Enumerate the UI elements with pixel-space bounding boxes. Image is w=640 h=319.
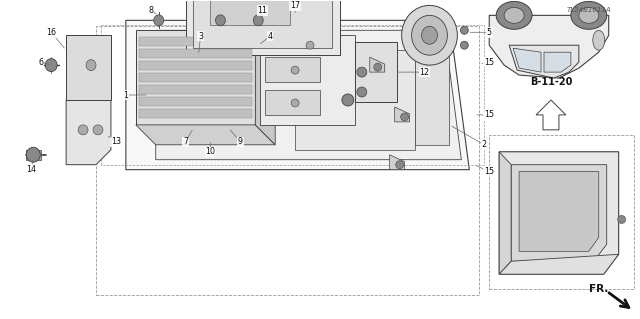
Polygon shape [395, 107, 410, 122]
Bar [139, 73, 252, 82]
Text: 2: 2 [482, 140, 487, 149]
Ellipse shape [187, 59, 211, 85]
Text: B-11-20: B-11-20 [530, 77, 572, 87]
Ellipse shape [460, 26, 468, 34]
Ellipse shape [26, 147, 40, 162]
Text: 11: 11 [257, 6, 268, 15]
Bar [355, 42, 397, 102]
Ellipse shape [401, 113, 408, 121]
Ellipse shape [593, 30, 605, 50]
Polygon shape [513, 48, 541, 72]
Ellipse shape [571, 1, 607, 29]
Polygon shape [511, 165, 607, 261]
Text: 16: 16 [46, 28, 56, 37]
Ellipse shape [291, 99, 299, 107]
Polygon shape [66, 100, 111, 165]
Polygon shape [255, 30, 275, 145]
Text: 13: 13 [111, 137, 121, 146]
Ellipse shape [93, 125, 103, 135]
Text: 9: 9 [238, 137, 243, 146]
Bar [186, 0, 340, 55]
Ellipse shape [496, 1, 532, 29]
Polygon shape [499, 254, 619, 274]
Bar [139, 109, 252, 118]
Polygon shape [509, 45, 579, 78]
Ellipse shape [618, 215, 626, 223]
Polygon shape [536, 100, 566, 130]
Text: 15: 15 [484, 167, 494, 176]
Text: 6: 6 [39, 58, 44, 67]
Polygon shape [66, 35, 111, 100]
Bar [489, 135, 634, 289]
Ellipse shape [252, 65, 265, 79]
Polygon shape [499, 152, 619, 274]
Ellipse shape [306, 41, 314, 49]
Bar [139, 97, 252, 106]
Text: 3: 3 [198, 32, 203, 41]
Ellipse shape [182, 115, 205, 141]
Polygon shape [499, 152, 511, 274]
Ellipse shape [154, 15, 164, 26]
Bar [265, 90, 320, 115]
Text: 17: 17 [290, 1, 300, 10]
Text: 15: 15 [484, 58, 494, 67]
Polygon shape [126, 20, 469, 170]
Ellipse shape [45, 59, 57, 71]
Ellipse shape [422, 26, 438, 44]
Ellipse shape [412, 15, 447, 55]
Polygon shape [370, 57, 385, 72]
Bar [139, 85, 252, 94]
Text: 5: 5 [486, 28, 492, 37]
Text: 10: 10 [205, 147, 216, 156]
Ellipse shape [374, 63, 381, 71]
Bar [265, 57, 320, 82]
Ellipse shape [342, 94, 354, 106]
Text: 12: 12 [419, 68, 429, 77]
Bar [139, 61, 252, 70]
Ellipse shape [241, 53, 275, 91]
Ellipse shape [78, 125, 88, 135]
Bar [295, 50, 415, 150]
Ellipse shape [504, 7, 524, 23]
Bar [260, 35, 355, 125]
Polygon shape [519, 172, 599, 251]
Text: 14: 14 [26, 165, 36, 174]
Bar [26, 150, 41, 160]
Polygon shape [136, 30, 255, 125]
Text: FR.: FR. [589, 284, 609, 294]
Polygon shape [156, 30, 461, 160]
Bar [139, 49, 252, 58]
Ellipse shape [460, 41, 468, 49]
Ellipse shape [216, 15, 225, 26]
Text: TL24B1611A: TL24B1611A [566, 7, 611, 13]
Bar [415, 55, 449, 145]
Text: 1: 1 [124, 91, 129, 100]
Ellipse shape [357, 87, 367, 97]
Text: 15: 15 [484, 110, 494, 119]
Ellipse shape [253, 15, 263, 26]
Ellipse shape [396, 161, 404, 169]
Ellipse shape [402, 5, 458, 65]
Ellipse shape [291, 66, 299, 74]
Ellipse shape [186, 119, 202, 136]
Ellipse shape [193, 67, 204, 78]
Polygon shape [136, 125, 275, 145]
Polygon shape [489, 15, 609, 78]
Ellipse shape [234, 44, 283, 100]
Bar [139, 37, 252, 46]
Ellipse shape [357, 67, 367, 77]
Polygon shape [544, 52, 571, 72]
Ellipse shape [180, 52, 216, 92]
Text: 7: 7 [183, 137, 188, 146]
Ellipse shape [216, 114, 241, 142]
Ellipse shape [220, 119, 236, 137]
Ellipse shape [579, 7, 599, 23]
Text: 8: 8 [148, 6, 153, 15]
Bar [193, 0, 332, 48]
Polygon shape [390, 155, 404, 170]
Ellipse shape [86, 60, 96, 70]
Bar [211, 0, 290, 25]
Text: 4: 4 [268, 32, 273, 41]
